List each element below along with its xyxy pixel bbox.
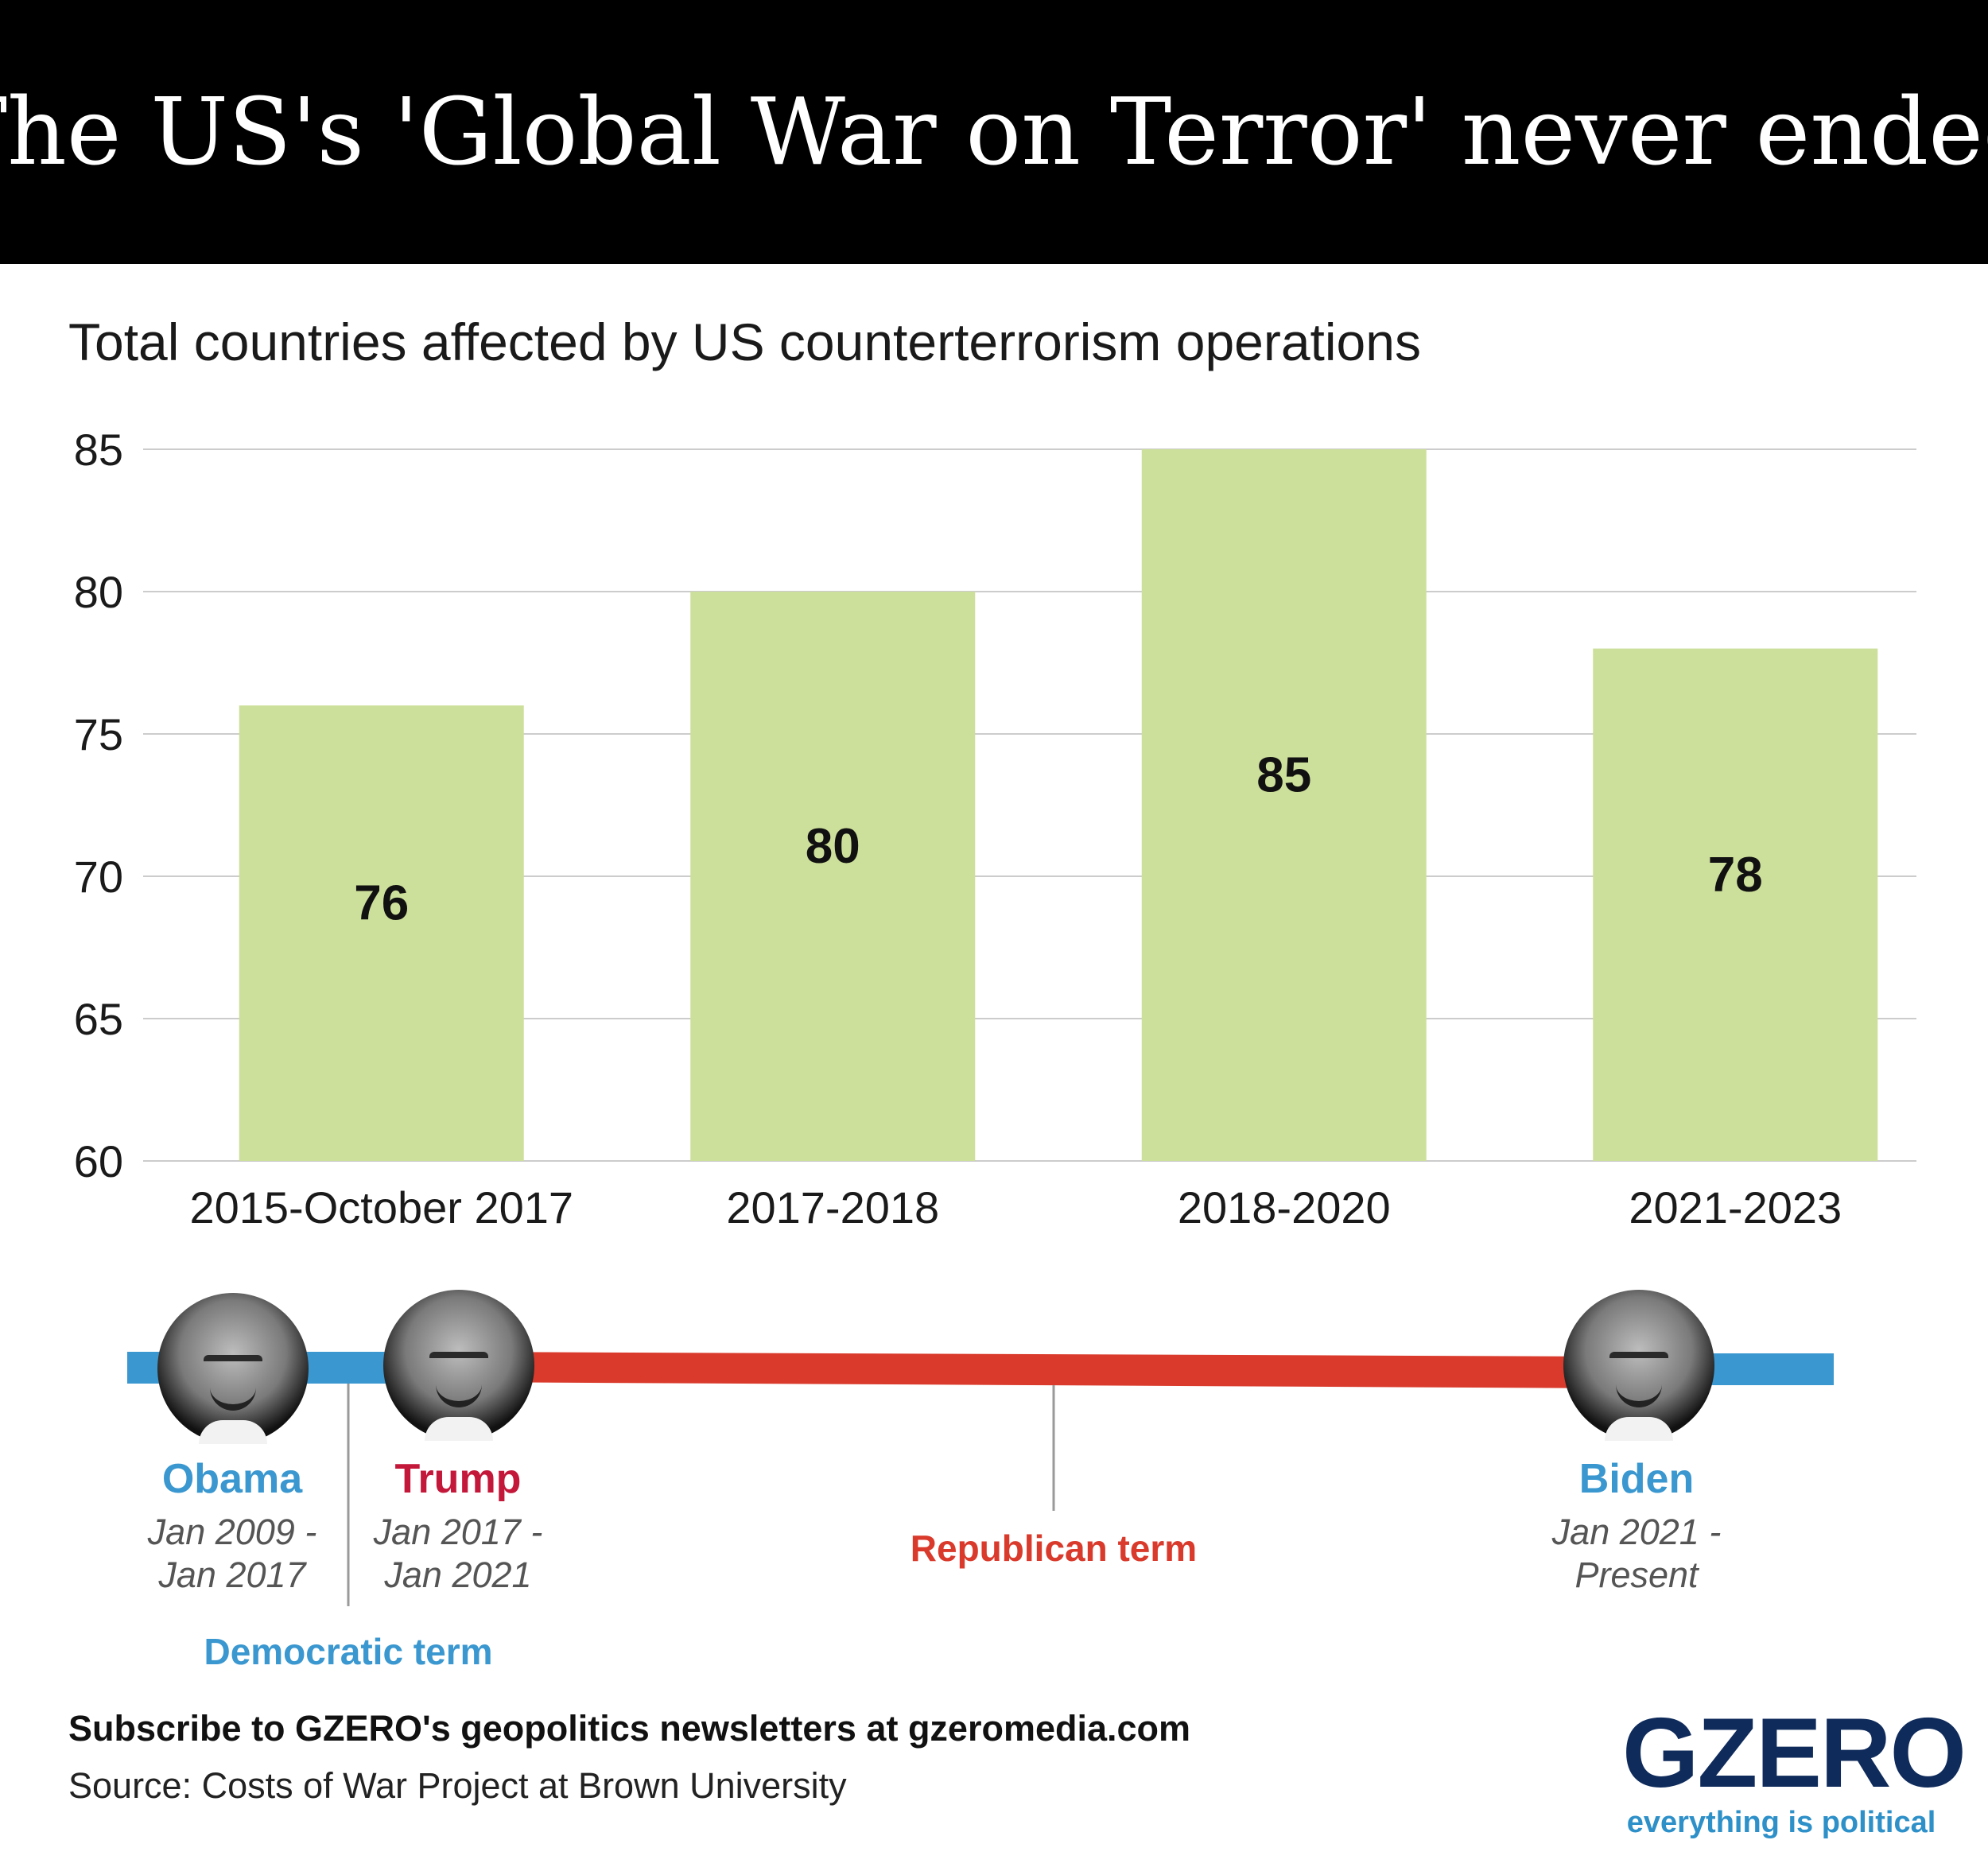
y-tick-label: 70	[74, 852, 123, 902]
republican-term-label: Republican term	[910, 1528, 1198, 1569]
biden-dates: Jan 2021 - Present	[1493, 1511, 1780, 1597]
header-banner: The US's 'Global War on Terror' never en…	[0, 0, 1988, 264]
obama-dates-end: Jan 2017	[158, 1555, 306, 1595]
trump-dates-end: Jan 2021	[384, 1555, 532, 1595]
bar	[1593, 648, 1878, 1161]
face-eyes	[204, 1355, 262, 1369]
bar-chart: 60 65 70 75 80 85 76 2015-October 2017 80 2017-20…	[74, 425, 1916, 1233]
x-tick-label: 2018-2020	[1178, 1182, 1391, 1233]
face-shirt	[425, 1417, 493, 1441]
face-shirt	[199, 1420, 267, 1444]
bar	[690, 592, 976, 1161]
obama-dates: Jan 2009 - Jan 2017	[89, 1511, 375, 1597]
face-eyes	[1609, 1352, 1668, 1366]
face-mouth	[1616, 1384, 1662, 1407]
bar	[1141, 449, 1427, 1161]
bar-value-label: 76	[354, 876, 409, 931]
trump-portrait-icon	[383, 1290, 534, 1441]
biden-dates-end: Present	[1574, 1555, 1699, 1595]
logo-tagline: everything is political	[1626, 1806, 1936, 1839]
x-tick-label: 2015-October 2017	[189, 1182, 573, 1233]
trump-dates-start: Jan 2017 -	[373, 1512, 543, 1552]
source-note: Source: Costs of War Project at Brown Un…	[68, 1765, 847, 1806]
face-eyes	[429, 1352, 488, 1366]
bar	[239, 705, 524, 1161]
obama-name: Obama	[161, 1456, 303, 1502]
chart-title: Total countries affected by US counterte…	[68, 312, 1421, 371]
obama-portrait-icon	[157, 1293, 309, 1444]
bar-value-label: 78	[1708, 848, 1763, 903]
trump-dates: Jan 2017 - Jan 2021	[315, 1511, 601, 1597]
republican-bar	[445, 1352, 1622, 1388]
biden-portrait-icon	[1563, 1290, 1714, 1441]
biden-dates-start: Jan 2021 -	[1551, 1512, 1722, 1552]
face-shirt	[1605, 1417, 1673, 1441]
democratic-term-label: Democratic term	[204, 1631, 493, 1672]
biden-name: Biden	[1578, 1456, 1695, 1502]
y-tick-label: 85	[74, 425, 123, 475]
bar-value-label: 80	[806, 819, 860, 874]
y-tick-label: 65	[74, 994, 123, 1044]
gzero-logo: GZERO everything is political	[1622, 1698, 1967, 1840]
x-tick-label: 2021-2023	[1629, 1182, 1842, 1233]
obama-dates-start: Jan 2009 -	[147, 1512, 317, 1552]
face-mouth	[436, 1384, 482, 1407]
page-title: The US's 'Global War on Terror' never en…	[0, 78, 1988, 186]
logo-wordmark: GZERO	[1622, 1698, 1967, 1808]
x-tick-label: 2017-2018	[726, 1182, 939, 1233]
trump-name: Trump	[394, 1456, 522, 1502]
face-mouth	[210, 1387, 256, 1411]
subscribe-note: Subscribe to GZERO's geopolitics newslet…	[68, 1708, 1191, 1749]
bar-value-label: 85	[1256, 748, 1311, 803]
y-tick-label: 60	[74, 1136, 123, 1186]
y-tick-label: 80	[74, 567, 123, 617]
y-tick-label: 75	[74, 709, 123, 759]
